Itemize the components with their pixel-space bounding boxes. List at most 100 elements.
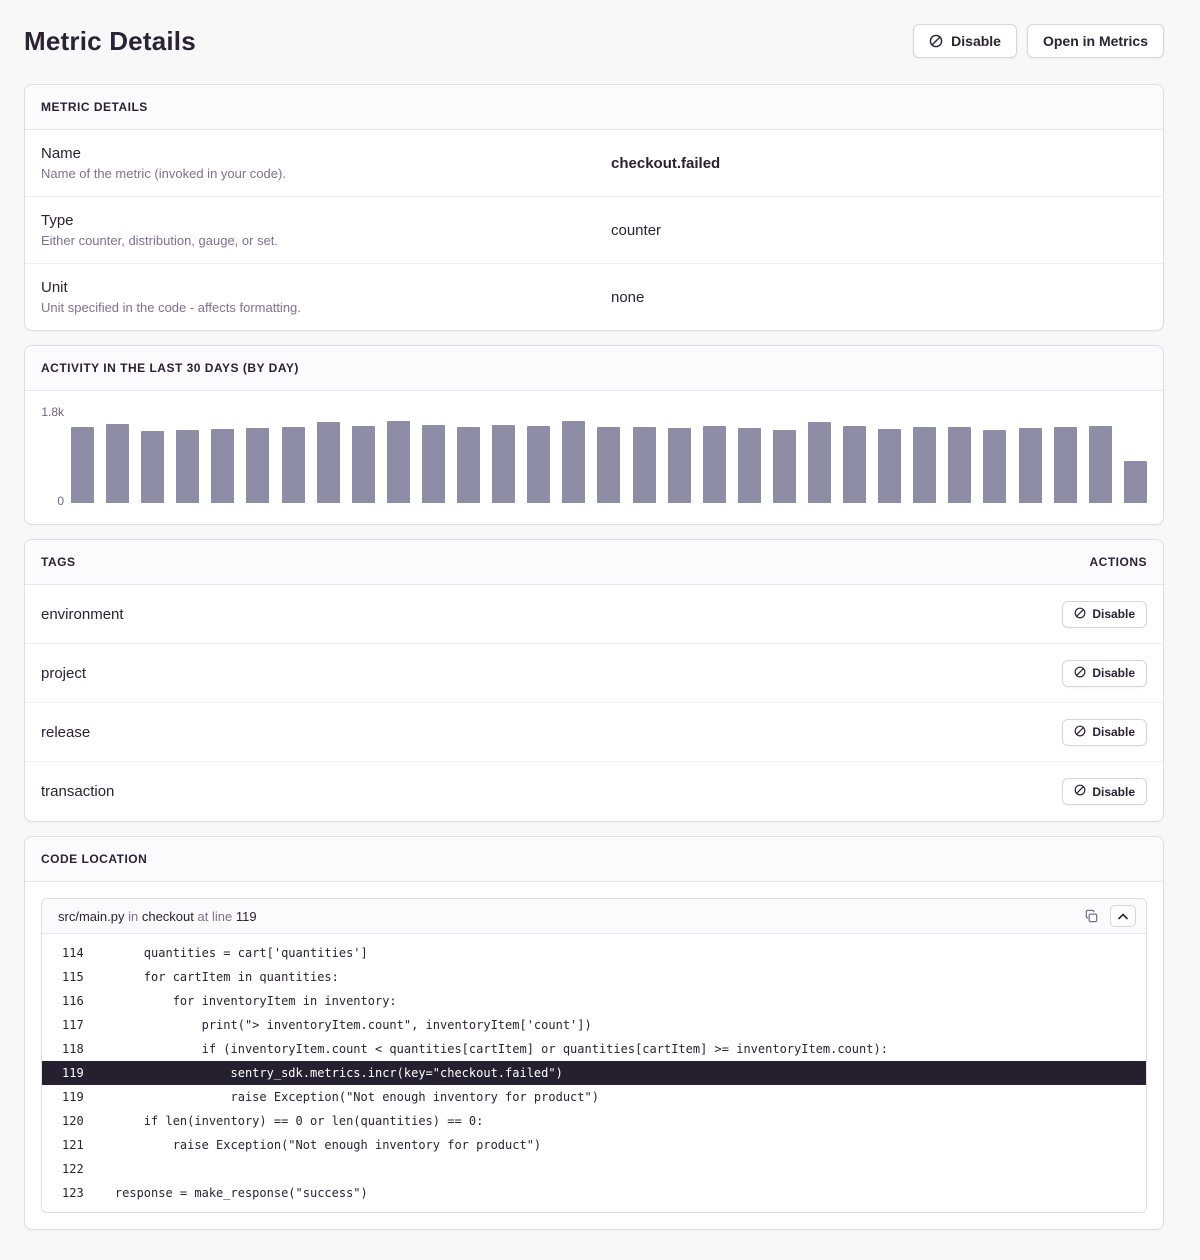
chart-bar (1088, 426, 1112, 503)
code-line: 120 if len(inventory) == 0 or len(quanti… (42, 1109, 1146, 1133)
disable-tag-button[interactable]: Disable (1062, 778, 1147, 805)
metric-details-rows: Name Name of the metric (invoked in your… (25, 130, 1163, 330)
chart-bar (632, 427, 656, 503)
disable-tag-label: Disable (1092, 607, 1135, 621)
tag-label: release (41, 723, 91, 741)
tags-panel-header: TAGS ACTIONS (25, 540, 1163, 585)
chart-bar (597, 427, 621, 503)
code-line-number: 123 (62, 1186, 84, 1200)
tags-actions-title: ACTIONS (1089, 555, 1147, 569)
disable-tag-button[interactable]: Disable (1062, 600, 1147, 628)
code-line: 117 print("> inventoryItem.count", inven… (42, 1013, 1146, 1037)
code-line-number: 119 (235, 908, 257, 924)
chart-bar (527, 426, 551, 503)
chart-bar (281, 427, 305, 503)
code-line-text: raise Exception("Not enough inventory fo… (86, 1138, 542, 1152)
open-in-metrics-label: Open in Metrics (1042, 33, 1148, 49)
disable-tag-label: Disable (1092, 666, 1135, 680)
disable-button-label: Disable (951, 33, 1001, 49)
code-line: 119 sentry_sdk.metrics.incr(key="checkou… (42, 1061, 1146, 1085)
code-at-line-word: at line (197, 908, 233, 924)
code-line-text: if (inventoryItem.count < quantities[car… (86, 1042, 888, 1056)
code-line-number: 118 (62, 1042, 84, 1056)
code-line: 116 for inventoryItem in inventory: (42, 989, 1146, 1013)
chart-bar (176, 430, 200, 503)
tag-row: release Disable (25, 703, 1163, 762)
code-line: 114 quantities = cart['quantities'] (42, 941, 1146, 965)
tag-row: transaction Disable (25, 762, 1163, 821)
code-line: 119 raise Exception("Not enough inventor… (42, 1085, 1146, 1109)
code-block-header: src/main.py in checkout at line 119 (42, 899, 1146, 934)
tag-row: project Disable (25, 644, 1163, 703)
code-in-word: in (128, 908, 139, 924)
detail-description: Unit specified in the code - affects for… (41, 300, 301, 315)
tags-panel-title: TAGS (41, 555, 76, 569)
y-axis-max-label: 1.8k (41, 405, 64, 419)
copy-code-button[interactable] (1082, 907, 1101, 926)
code-line-text: for cartItem in quantities: (86, 970, 339, 984)
tag-label: environment (41, 605, 124, 623)
chart-bar (807, 422, 831, 503)
code-location-body: src/main.py in checkout at line 119 (25, 882, 1163, 1229)
chart-bar (737, 428, 761, 503)
activity-chart: 1.8k 0 (25, 391, 1163, 524)
open-in-metrics-button[interactable]: Open in Metrics (1026, 24, 1164, 58)
disable-icon (1074, 725, 1086, 740)
copy-icon (1085, 909, 1098, 922)
code-line-text: quantities = cart['quantities'] (86, 946, 368, 960)
chart-bar (562, 421, 586, 503)
chart-bar (246, 428, 270, 503)
code-line-text: print("> inventoryItem.count", inventory… (86, 1018, 592, 1032)
disable-icon (929, 34, 943, 48)
disable-icon (1074, 784, 1086, 799)
disable-tag-button[interactable]: Disable (1062, 659, 1147, 687)
detail-label: Unit (41, 279, 68, 296)
code-line-text: if len(inventory) == 0 or len(quantities… (86, 1114, 484, 1128)
detail-description: Name of the metric (invoked in your code… (41, 166, 286, 181)
detail-label: Type (41, 212, 74, 229)
code-line-number: 114 (62, 946, 84, 960)
code-block: src/main.py in checkout at line 119 (41, 898, 1147, 1213)
chart-bar (843, 426, 867, 503)
y-axis-min-label: 0 (57, 494, 64, 508)
code-line-text: raise Exception("Not enough inventory fo… (86, 1090, 599, 1104)
disable-icon (1074, 666, 1086, 681)
detail-label: Name (41, 145, 82, 162)
code-line-number: 117 (62, 1018, 84, 1032)
chart-bar (1018, 428, 1042, 503)
code-line: 115 for cartItem in quantities: (42, 965, 1146, 989)
detail-value: counter (611, 221, 662, 239)
detail-value: checkout.failed (611, 154, 721, 172)
code-location-panel: CODE LOCATION src/main.py in checkout at… (24, 836, 1164, 1230)
metric-detail-row: Unit Unit specified in the code - affect… (25, 264, 1163, 330)
activity-panel: ACTIVITY IN THE LAST 30 DAYS (BY DAY) 1.… (24, 345, 1164, 525)
code-line-number: 119 (62, 1090, 84, 1104)
code-location-panel-title: CODE LOCATION (41, 852, 148, 866)
collapse-code-button[interactable] (1110, 905, 1136, 927)
metric-details-panel-header: METRIC DETAILS (25, 85, 1163, 130)
chevron-up-icon (1118, 912, 1128, 919)
chart-bar (983, 430, 1007, 503)
code-line-text: for inventoryItem in inventory: (86, 994, 397, 1008)
chart-bar (457, 427, 481, 503)
disable-tag-label: Disable (1092, 725, 1135, 739)
code-line: 123 response = make_response("success") (42, 1181, 1146, 1205)
chart-bar (913, 427, 937, 503)
chart-bar (141, 431, 165, 503)
header-actions: Disable Open in Metrics (913, 24, 1164, 58)
chart-bar (878, 429, 902, 503)
chart-bar (667, 428, 691, 503)
chart-bar (351, 426, 375, 503)
chart-y-axis: 1.8k 0 (41, 405, 71, 508)
code-function-name: checkout (141, 908, 194, 924)
metric-details-panel-title: METRIC DETAILS (41, 100, 148, 114)
chart-bar (1123, 461, 1147, 503)
chart-bar (106, 424, 130, 503)
disable-tag-button[interactable]: Disable (1062, 718, 1147, 746)
code-line: 118 if (inventoryItem.count < quantities… (42, 1037, 1146, 1061)
detail-description: Either counter, distribution, gauge, or … (41, 233, 279, 248)
code-line-number: 120 (62, 1114, 84, 1128)
chart-bar (211, 429, 235, 503)
disable-metric-button[interactable]: Disable (913, 24, 1017, 58)
